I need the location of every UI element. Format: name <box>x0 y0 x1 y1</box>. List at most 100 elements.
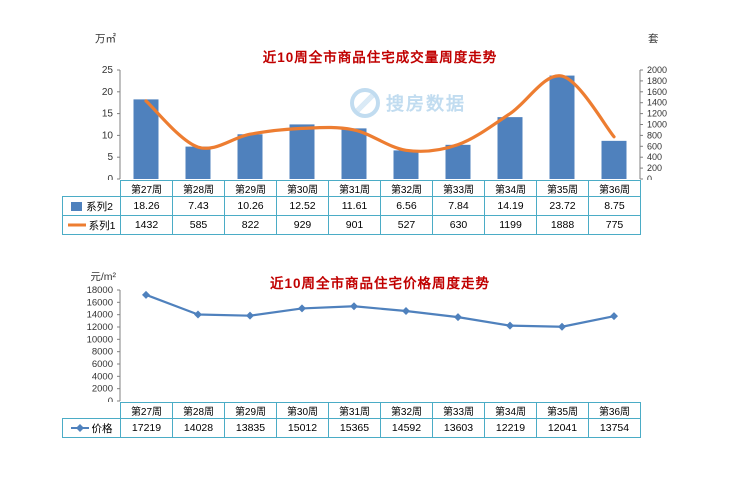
value-cell: 630 <box>432 215 485 235</box>
category-cell: 第30周 <box>276 180 329 197</box>
volume-chart-title: 近10周全市商品住宅成交量周度走势 <box>262 50 498 65</box>
y-axis-tick-label: 25 <box>102 65 114 76</box>
category-cell: 第29周 <box>224 402 277 419</box>
y-axis-tick-label: 20 <box>102 87 114 98</box>
secondary-y-axis-tick-label: 200 <box>647 163 662 173</box>
left-axis-unit-label: 元/m² <box>90 271 116 283</box>
value-cell: 14.19 <box>484 196 537 216</box>
value-cell: 1199 <box>484 215 537 235</box>
value-cell: 929 <box>276 215 329 235</box>
y-axis-tick-label: 15 <box>102 109 114 120</box>
category-cell: 第36周 <box>588 180 641 197</box>
y-axis-tick-label: 0 <box>108 396 113 402</box>
value-cell: 14028 <box>172 418 225 438</box>
y-axis-tick-label: 14000 <box>87 310 113 321</box>
secondary-y-axis-tick-label: 600 <box>647 141 662 151</box>
series-line-价格 <box>144 293 616 328</box>
category-cell: 第33周 <box>432 180 485 197</box>
bar-第27周 <box>133 99 159 179</box>
bar-第28周 <box>185 146 211 179</box>
value-cell: 527 <box>380 215 433 235</box>
value-cell: 13754 <box>588 418 641 438</box>
bar-第34周 <box>497 117 523 179</box>
data-point-marker-第35周 <box>558 322 566 331</box>
category-cell: 第32周 <box>380 180 433 197</box>
y-axis-tick-label: 16000 <box>87 297 113 308</box>
category-cell: 第35周 <box>536 180 589 197</box>
legend-cell: 系列1 <box>62 215 121 235</box>
value-cell: 8.75 <box>588 196 641 216</box>
legend-cell: 价格 <box>62 418 121 438</box>
legend-cell: 系列2 <box>62 196 121 216</box>
value-cell: 14592 <box>380 418 433 438</box>
y-axis-tick-label: 12000 <box>87 322 113 333</box>
bar-第29周 <box>237 134 263 179</box>
bar-第30周 <box>289 124 315 179</box>
data-point-marker-第28周 <box>194 310 202 319</box>
value-cell: 6.56 <box>380 196 433 216</box>
value-cell: 15012 <box>276 418 329 438</box>
secondary-y-axis-tick-label: 1000 <box>647 120 667 130</box>
category-cell: 第31周 <box>328 402 381 419</box>
value-cell: 17219 <box>120 418 173 438</box>
value-cell: 23.72 <box>536 196 589 216</box>
value-cell: 775 <box>588 215 641 235</box>
table-corner-cell <box>63 403 121 419</box>
value-cell: 13835 <box>224 418 277 438</box>
value-cell: 15365 <box>328 418 381 438</box>
line-marker-legend-key-icon <box>70 424 89 432</box>
series-line-系列1 <box>144 74 616 153</box>
bar-第31周 <box>341 128 367 179</box>
category-cell: 第33周 <box>432 402 485 419</box>
category-cell: 第35周 <box>536 402 589 419</box>
value-cell: 1432 <box>120 215 173 235</box>
value-cell: 585 <box>172 215 225 235</box>
category-cell: 第34周 <box>484 180 537 197</box>
secondary-y-axis-tick-label: 1800 <box>647 76 667 86</box>
value-cell: 7.84 <box>432 196 485 216</box>
secondary-y-axis-tick-label: 1600 <box>647 87 667 97</box>
series-name-label: 系列1 <box>88 219 116 232</box>
category-cell: 第29周 <box>224 180 277 197</box>
price-chart-title: 近10周全市商品住宅价格周度走势 <box>269 276 491 291</box>
category-cell: 第27周 <box>120 402 173 419</box>
bar-第36周 <box>601 140 627 179</box>
category-cell: 第36周 <box>588 402 641 419</box>
series-name-label: 价格 <box>91 422 113 435</box>
value-cell: 13603 <box>432 418 485 438</box>
value-cell: 1888 <box>536 215 589 235</box>
bar-第35周 <box>549 75 575 179</box>
volume-chart-canvas: 0510152025020040060080010001200140016001… <box>95 32 667 180</box>
data-point-marker-第33周 <box>454 313 462 322</box>
data-point-marker-第27周 <box>142 290 150 299</box>
price-chart-block: 近10周全市商品住宅价格周度走势 0 2000 4000 6000 8000 10000 1… <box>62 268 730 438</box>
data-point-marker-第34周 <box>506 321 514 330</box>
y-axis-tick-label: 8000 <box>92 347 113 358</box>
secondary-y-axis-tick-label: 400 <box>647 152 662 162</box>
y-axis-tick-label: 18000 <box>87 285 113 296</box>
y-axis-tick-label: 10 <box>102 130 114 141</box>
category-cell: 第30周 <box>276 402 329 419</box>
value-cell: 18.26 <box>120 196 173 216</box>
category-cell: 第28周 <box>172 180 225 197</box>
data-point-marker-第29周 <box>246 311 254 320</box>
volume-data-table: 第27周 第28周 第29周 第30周 第31周 第32周 第33周 第34周 第35周 第36周… <box>62 180 641 235</box>
value-cell: 12.52 <box>276 196 329 216</box>
bar-第32周 <box>393 150 419 179</box>
category-cell: 第34周 <box>484 402 537 419</box>
secondary-y-axis-tick-label: 1200 <box>647 109 667 119</box>
volume-chart-block: 近10周全市商品住宅成交量周度走势 0 5 10 15 20 25 0 200 400 600 80… <box>62 30 730 235</box>
series-name-label: 系列2 <box>86 200 113 213</box>
line-legend-key-icon <box>67 223 86 227</box>
category-cell: 第31周 <box>328 180 381 197</box>
secondary-y-axis-tick-label: 800 <box>647 130 662 140</box>
data-point-marker-第30周 <box>298 304 306 313</box>
bar-legend-key-icon <box>71 201 83 211</box>
category-cell: 第27周 <box>120 180 173 197</box>
data-point-marker-第32周 <box>402 307 410 316</box>
value-cell: 7.43 <box>172 196 225 216</box>
value-cell: 11.61 <box>328 196 381 216</box>
data-point-marker-第36周 <box>610 312 618 321</box>
